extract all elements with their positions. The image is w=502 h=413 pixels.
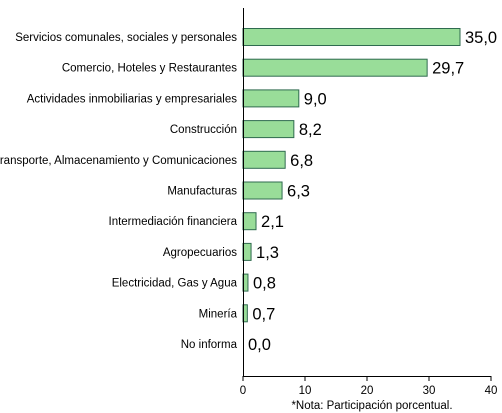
category-label: Manufacturas: [167, 186, 237, 198]
category-label: No informa: [181, 339, 238, 351]
data-label: 2,1: [261, 213, 284, 231]
data-label: 6,3: [287, 183, 310, 201]
data-label: 0,0: [248, 336, 271, 354]
data-label: 8,2: [299, 121, 322, 139]
bar: [242, 181, 283, 200]
data-label: 6,8: [290, 152, 313, 170]
bar: [242, 120, 295, 139]
x-tick-label: 0: [240, 385, 246, 397]
bar: [242, 58, 428, 77]
data-label: 0,7: [252, 305, 275, 323]
data-label: 9,0: [304, 90, 327, 108]
data-label: 0,8: [253, 275, 276, 293]
bar: [242, 242, 252, 261]
bar: [242, 212, 257, 231]
x-tick-label: 10: [299, 385, 312, 397]
bars-group: [242, 28, 461, 323]
category-label: Intermediación financiera: [109, 216, 238, 228]
category-label: Electricidad, Gas y Agua: [112, 278, 238, 290]
data-label: 1,3: [256, 244, 279, 262]
category-labels-group: Servicios comunales, sociales y personal…: [0, 32, 238, 351]
x-ticks-group: 0 10 20 30 40: [240, 376, 498, 397]
category-label: Transporte, Almacenamiento y Comunicacio…: [0, 155, 237, 167]
category-label: Servicios comunales, sociales y personal…: [15, 32, 237, 44]
category-label: Minería: [199, 308, 238, 320]
bar: [242, 150, 286, 169]
value-labels-group: 35,029,7 9,0 8,2 6,8 6,32,1 1,3 0,8 0,7 0,0: [248, 29, 497, 354]
chart-note: *Nota: Participación porcentual.: [291, 400, 452, 412]
bar: [242, 28, 461, 46]
bar: [242, 89, 300, 108]
data-label: 35,0: [465, 29, 497, 47]
data-label: 29,7: [432, 60, 464, 78]
x-tick-label: 20: [361, 385, 374, 397]
category-label: Comercio, Hoteles y Restaurantes: [62, 63, 237, 75]
category-label: Construcción: [170, 124, 237, 136]
category-label: Actividades inmobiliarias y empresariale…: [27, 93, 238, 105]
x-tick-label: 30: [423, 385, 436, 397]
category-label: Agropecuarios: [163, 247, 237, 259]
x-tick-label: 40: [485, 385, 498, 397]
